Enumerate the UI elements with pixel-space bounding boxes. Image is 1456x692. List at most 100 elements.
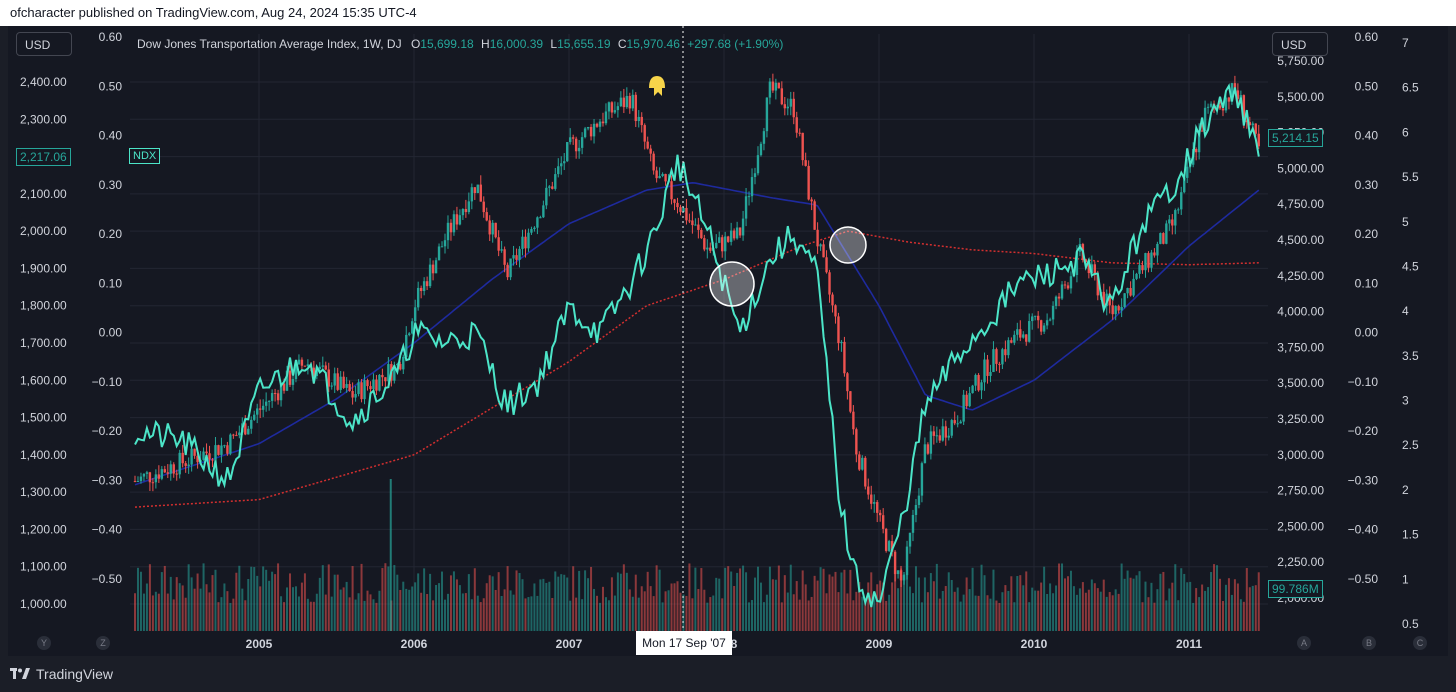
chart-svg[interactable]: 2,400.002,300.002,200.002,100.002,000.00… <box>8 26 1448 656</box>
volume-bar <box>816 580 819 631</box>
far-right-tick: 5 <box>1402 215 1409 229</box>
candle-body <box>1236 90 1240 99</box>
candle-body <box>709 247 712 251</box>
candle-body <box>503 249 506 265</box>
left-osc-tick: −0.50 <box>92 572 123 586</box>
candle-body <box>247 428 250 435</box>
left-price-tick: 2,300.00 <box>20 112 67 126</box>
candle-body <box>685 207 688 221</box>
candle-body <box>634 94 637 122</box>
volume-bar <box>822 568 825 631</box>
volume-bar <box>825 593 828 631</box>
volume-bar <box>1046 593 1049 631</box>
x-tick: 2010 <box>1021 637 1048 651</box>
volume-bar <box>354 599 357 631</box>
candle-body <box>396 363 399 366</box>
candle-body <box>723 236 727 252</box>
candle-body <box>1007 340 1010 356</box>
volume-bar <box>1159 573 1162 631</box>
candle-body <box>351 391 354 398</box>
candle-body <box>461 209 465 216</box>
volume-bar <box>497 572 500 631</box>
volume-bar <box>670 583 673 631</box>
volume-bar <box>378 590 381 631</box>
candle-body <box>405 334 408 357</box>
volume-bar <box>1251 585 1254 631</box>
candle-body <box>1093 264 1097 275</box>
candle-body <box>682 207 685 212</box>
volume-bar <box>1165 600 1168 631</box>
scale-button-y[interactable]: Y <box>37 636 51 650</box>
right-osc-tick: 0.40 <box>1355 129 1379 143</box>
left-price-tick: 1,100.00 <box>20 560 67 574</box>
right-price-tick: 4,500.00 <box>1277 233 1324 247</box>
candle-body <box>1218 105 1222 109</box>
scale-button-c[interactable]: C <box>1413 636 1427 650</box>
volume-bar <box>861 596 864 631</box>
candle-body <box>655 170 658 179</box>
candle-body <box>679 207 682 212</box>
candle-body <box>858 454 861 470</box>
candle-body <box>342 376 345 388</box>
volume-bar <box>148 564 151 631</box>
candle-body <box>1090 264 1094 274</box>
candle-body <box>1048 319 1052 321</box>
candle-body <box>327 369 330 387</box>
left-price-tick: 1,300.00 <box>20 485 67 499</box>
candle-body <box>1168 219 1171 224</box>
candle-body <box>551 186 554 189</box>
candle-body <box>768 81 772 98</box>
candle-body <box>893 551 897 575</box>
volume-bar <box>351 566 354 631</box>
volume-bar <box>265 569 268 631</box>
volume-bar <box>429 573 432 631</box>
volume-bar <box>518 572 521 631</box>
candle-body <box>1001 349 1004 365</box>
volume-bar <box>312 601 315 631</box>
currency-left-button[interactable]: USD <box>16 32 72 56</box>
candle-body <box>425 281 429 287</box>
candle-body <box>1057 296 1061 299</box>
volume-bar <box>485 583 488 631</box>
scale-button-a[interactable]: A <box>1297 636 1311 650</box>
volume-bar <box>294 586 297 631</box>
candle-body <box>437 246 441 261</box>
candle-body <box>145 472 149 474</box>
volume-bar <box>977 595 980 631</box>
tradingview-logo[interactable]: TradingView <box>10 666 113 682</box>
volume-bar <box>411 586 414 631</box>
currency-right-button[interactable]: USD <box>1272 32 1328 56</box>
volume-bar <box>333 574 336 631</box>
candle-body <box>574 138 578 152</box>
volume-bar <box>286 587 289 631</box>
candle-body <box>148 472 152 483</box>
volume-bar <box>393 565 396 631</box>
candle-body <box>971 385 974 394</box>
candle-body <box>1135 273 1138 279</box>
volume-bar <box>661 602 664 631</box>
volume-bar <box>384 563 387 631</box>
volume-bar <box>318 577 321 631</box>
scale-button-b[interactable]: B <box>1362 636 1376 650</box>
volume-bar <box>1242 601 1245 631</box>
candle-body <box>548 186 551 188</box>
candle-body <box>1251 123 1254 126</box>
candle-body <box>726 236 730 242</box>
candle-body <box>1200 130 1204 132</box>
volume-bar <box>1126 570 1129 631</box>
candle-body <box>184 463 187 466</box>
volume-bar <box>154 591 157 631</box>
chart-area[interactable]: 2,400.002,300.002,200.002,100.002,000.00… <box>8 26 1448 656</box>
volume-bar <box>724 567 727 631</box>
candle-body <box>452 214 456 233</box>
candle-body <box>303 365 307 367</box>
volume-bar <box>1233 579 1236 631</box>
publish-header: ofcharacter published on TradingView.com… <box>0 0 1456 26</box>
candle-body <box>965 394 968 407</box>
volume-bar <box>1099 591 1102 631</box>
volume-bar <box>208 592 211 631</box>
scale-button-z[interactable]: Z <box>96 636 110 650</box>
volume-bar <box>277 563 280 631</box>
candle-body <box>1102 291 1105 307</box>
volume-bar <box>590 566 593 631</box>
